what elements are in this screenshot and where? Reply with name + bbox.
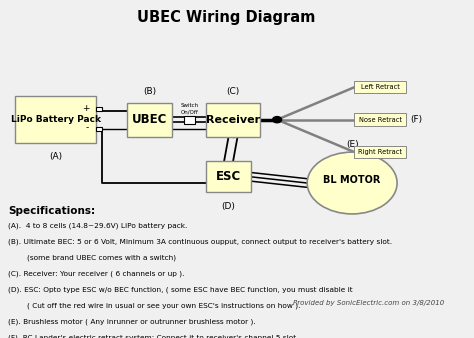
Circle shape	[307, 152, 397, 214]
Text: (B): (B)	[143, 88, 156, 96]
Text: Left Retract: Left Retract	[361, 84, 400, 90]
Text: (some brand UBEC comes with a switch): (some brand UBEC comes with a switch)	[9, 255, 176, 261]
Text: UBEC: UBEC	[132, 113, 168, 126]
Text: (A).  4 to 8 cells (14.8~29.6V) LiPo battery pack.: (A). 4 to 8 cells (14.8~29.6V) LiPo batt…	[9, 222, 188, 229]
Text: Switch: Switch	[180, 103, 198, 108]
Text: Provided by SonicElectric.com on 3/8/2010: Provided by SonicElectric.com on 3/8/201…	[293, 300, 444, 306]
FancyBboxPatch shape	[15, 96, 96, 143]
Text: (C). Receiver: Your receiver ( 6 channels or up ).: (C). Receiver: Your receiver ( 6 channel…	[9, 270, 185, 277]
Text: (C): (C)	[227, 88, 240, 96]
FancyBboxPatch shape	[355, 146, 406, 158]
FancyBboxPatch shape	[128, 103, 173, 137]
FancyBboxPatch shape	[96, 107, 102, 112]
Text: +: +	[82, 104, 89, 113]
Text: (E): (E)	[346, 140, 358, 149]
Text: On/Off: On/Off	[180, 109, 198, 114]
Text: (F). RC Lander's electric retract system: Connect it to receiver's channel 5 slo: (F). RC Lander's electric retract system…	[9, 335, 299, 338]
Text: ( Cut off the red wire in usual or see your own ESC's instructions on how ).: ( Cut off the red wire in usual or see y…	[9, 303, 301, 309]
Text: BL MOTOR: BL MOTOR	[323, 175, 381, 185]
Text: Specifications:: Specifications:	[9, 206, 95, 216]
Text: UBEC Wiring Diagram: UBEC Wiring Diagram	[137, 10, 316, 25]
Circle shape	[273, 117, 282, 123]
Text: Receiver: Receiver	[206, 115, 260, 125]
Text: (A): (A)	[49, 152, 62, 161]
FancyBboxPatch shape	[96, 127, 102, 131]
Text: (F): (F)	[410, 115, 423, 124]
Text: LiPo Battery Pack: LiPo Battery Pack	[10, 115, 100, 124]
FancyBboxPatch shape	[206, 103, 260, 137]
Text: (E). Brushless motor ( Any inrunner or outrunner brushless motor ).: (E). Brushless motor ( Any inrunner or o…	[9, 319, 256, 325]
FancyBboxPatch shape	[355, 81, 406, 93]
FancyBboxPatch shape	[206, 161, 251, 192]
Text: Nose Retract: Nose Retract	[359, 117, 402, 123]
FancyBboxPatch shape	[183, 116, 195, 123]
FancyBboxPatch shape	[355, 114, 406, 126]
Text: Right Retract: Right Retract	[358, 149, 402, 155]
Text: (D): (D)	[222, 201, 236, 211]
Text: (D). ESC: Opto type ESC w/o BEC function, ( some ESC have BEC function, you must: (D). ESC: Opto type ESC w/o BEC function…	[9, 287, 353, 293]
Text: ESC: ESC	[216, 170, 241, 183]
Text: -: -	[86, 123, 89, 132]
Text: (B). Ultimate BEC: 5 or 6 Volt, Minimum 3A continuous oupput, connect output to : (B). Ultimate BEC: 5 or 6 Volt, Minimum …	[9, 238, 392, 245]
